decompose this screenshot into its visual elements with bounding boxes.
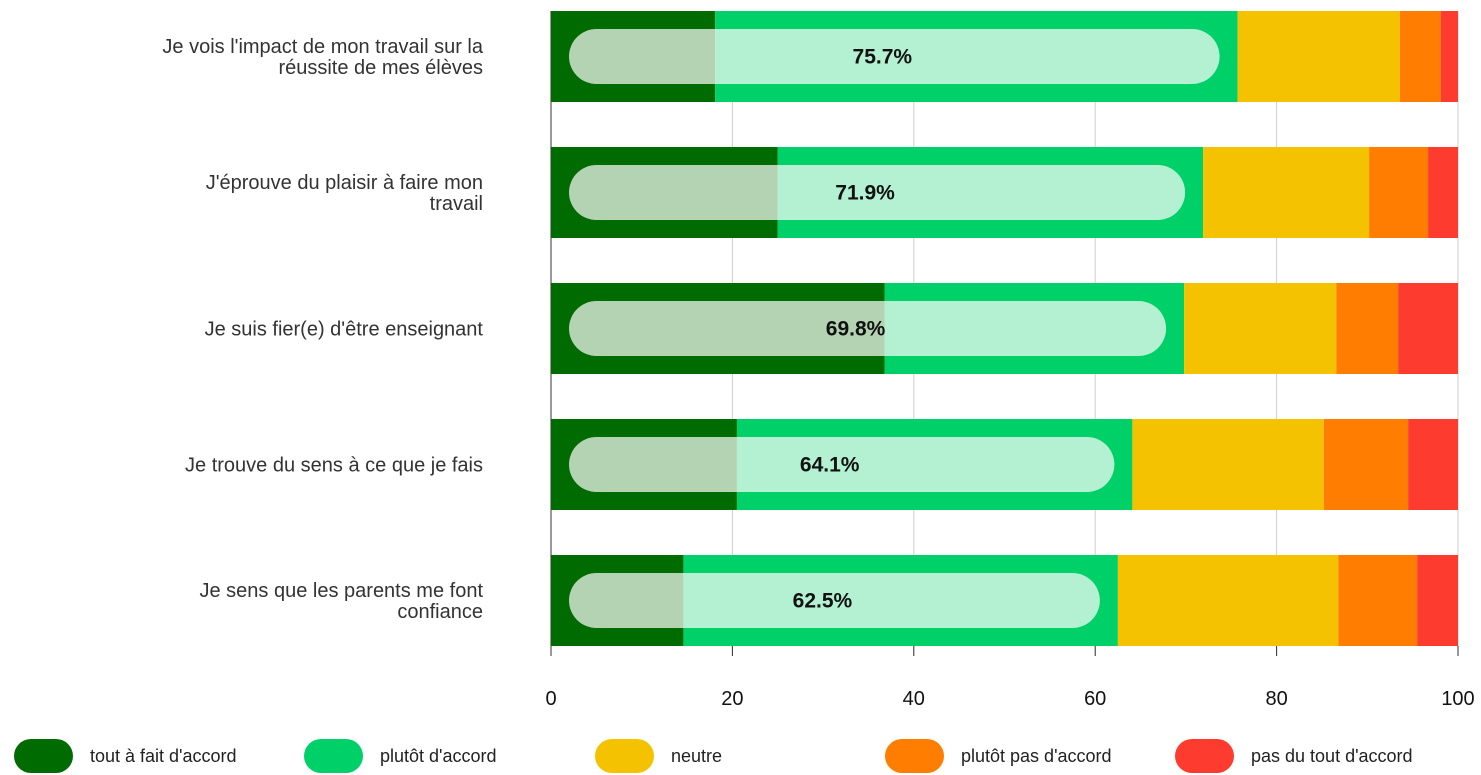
- category-label: Je sens que les parents me font: [200, 580, 484, 602]
- category-label: confiance: [397, 601, 483, 623]
- legend-swatch: [885, 739, 944, 773]
- legend-label: pas du tout d'accord: [1251, 746, 1413, 766]
- bar-segment: [1398, 283, 1458, 374]
- total-overlay: [569, 29, 1220, 84]
- bar-segment: [1428, 147, 1458, 238]
- category-label: travail: [430, 193, 483, 215]
- bar-segment: [1323, 419, 1409, 510]
- category-label: Je vois l'impact de mon travail sur la: [162, 36, 483, 58]
- bar-segment: [1338, 555, 1418, 646]
- x-tick-label: 100: [1441, 688, 1474, 710]
- data-label: 64.1%: [800, 454, 860, 477]
- total-overlay: [569, 573, 1100, 628]
- total-overlay: [569, 301, 1167, 356]
- legend-label: plutôt pas d'accord: [961, 746, 1112, 766]
- total-overlays: 75.7% 71.9% 69.8% 64.1% 62.5%: [569, 29, 1220, 628]
- x-tick-label: 60: [1084, 688, 1106, 710]
- category-labels: Je vois l'impact de mon travail sur laré…: [162, 36, 483, 623]
- category-label: J'éprouve du plaisir à faire mon: [206, 172, 483, 194]
- total-overlay: [569, 437, 1115, 492]
- legend-swatch: [1175, 739, 1234, 773]
- data-label: 69.8%: [826, 318, 886, 341]
- bar-segment: [1369, 147, 1429, 238]
- bar-segment: [1417, 555, 1458, 646]
- x-tick-label: 0: [545, 688, 556, 710]
- bar-segment: [1117, 555, 1339, 646]
- legend-swatch: [304, 739, 363, 773]
- bar-segment: [1203, 147, 1370, 238]
- bar-segment: [1184, 283, 1337, 374]
- legend-swatch: [595, 739, 654, 773]
- bar-segment: [1237, 11, 1400, 102]
- x-axis: 0 20 40 60 80 100: [545, 646, 1475, 710]
- legend: tout à fait d'accord plutôt d'accord neutr…: [14, 739, 1413, 773]
- category-label: Je suis fier(e) d'être enseignant: [205, 319, 484, 341]
- x-tick-label: 80: [1265, 688, 1287, 710]
- legend-label: neutre: [671, 746, 722, 766]
- category-label: Je trouve du sens à ce que je fais: [185, 455, 483, 477]
- legend-label: plutôt d'accord: [380, 746, 497, 766]
- bar-segment: [1408, 419, 1458, 510]
- x-tick-label: 20: [721, 688, 743, 710]
- legend-label: tout à fait d'accord: [90, 746, 237, 766]
- bar-segment: [1440, 11, 1458, 102]
- total-overlay: [569, 165, 1186, 220]
- legend-swatch: [14, 739, 73, 773]
- bar-segment: [1336, 283, 1399, 374]
- category-label: réussite de mes élèves: [278, 57, 483, 79]
- data-label: 62.5%: [793, 590, 853, 613]
- data-label: 71.9%: [835, 182, 895, 205]
- x-tick-label: 40: [903, 688, 925, 710]
- bar-segment: [1399, 11, 1441, 102]
- data-label: 75.7%: [853, 46, 913, 69]
- bar-segment: [1132, 419, 1324, 510]
